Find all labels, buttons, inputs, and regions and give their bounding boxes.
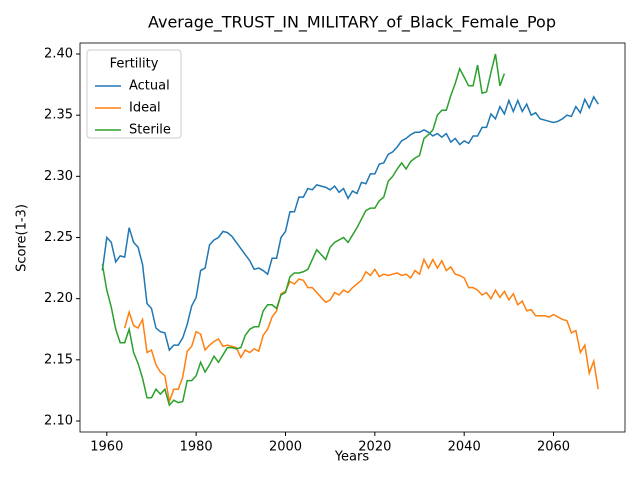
y-axis-label: Score(1-3) — [15, 204, 30, 272]
legend-label: Actual — [129, 79, 170, 94]
y-tick-label: 2.35 — [44, 108, 73, 123]
y-tick-label: 2.30 — [44, 169, 73, 184]
legend-title: Fertility — [110, 57, 159, 72]
y-tick-label: 2.15 — [44, 352, 73, 367]
x-tick-label: 2040 — [448, 440, 481, 455]
x-tick-label: 1960 — [90, 440, 123, 455]
x-axis-label: Years — [334, 450, 370, 465]
legend-box — [86, 49, 182, 139]
y-tick-label: 2.20 — [44, 291, 73, 306]
y-tick-label: 2.10 — [44, 413, 73, 428]
series-line — [101, 95, 599, 352]
x-tick-label: 2020 — [358, 440, 391, 455]
y-tick-label: 2.25 — [44, 230, 73, 245]
x-tick-label: 1980 — [180, 440, 213, 455]
x-tick-label: 2000 — [269, 440, 302, 455]
series-line — [123, 257, 599, 405]
legend-label: Sterile — [129, 123, 171, 138]
series-line — [101, 53, 506, 407]
legend-label: Ideal — [129, 101, 161, 116]
x-tick-label: 2060 — [537, 440, 570, 455]
chart-title: Average_TRUST_IN_MILITARY_of_Black_Femal… — [148, 13, 556, 33]
y-tick-label: 2.40 — [44, 47, 73, 62]
